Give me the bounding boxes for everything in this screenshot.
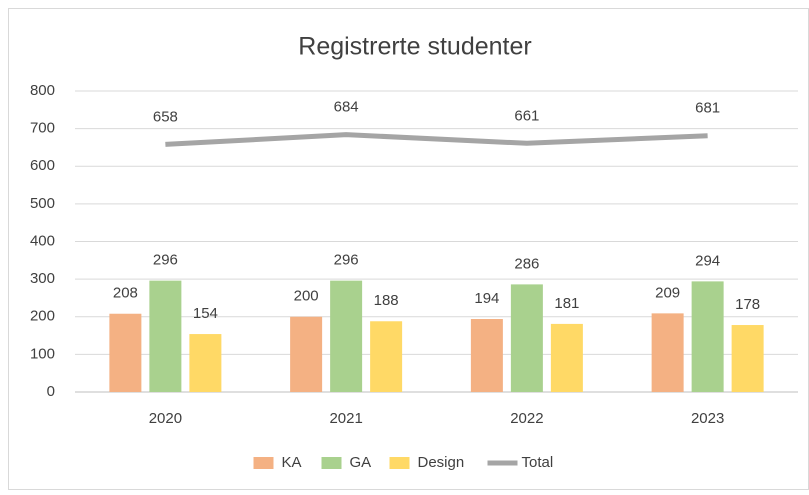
data-label: 661 bbox=[514, 107, 539, 124]
y-tick-label: 700 bbox=[30, 120, 55, 137]
data-label: 181 bbox=[554, 295, 579, 312]
legend-swatch bbox=[253, 457, 274, 469]
data-label: 296 bbox=[153, 252, 178, 269]
data-label: 194 bbox=[474, 290, 499, 307]
y-tick-label: 300 bbox=[30, 270, 55, 287]
legend-swatch bbox=[321, 457, 342, 469]
data-label: 209 bbox=[655, 284, 680, 301]
data-label: 208 bbox=[113, 285, 138, 302]
bar bbox=[550, 323, 583, 392]
x-tick-label: 2021 bbox=[329, 410, 362, 427]
legend-label: Design bbox=[418, 454, 465, 471]
data-label: 684 bbox=[334, 99, 359, 116]
bar bbox=[691, 281, 724, 392]
line bbox=[165, 132, 708, 147]
data-label: 178 bbox=[735, 296, 760, 313]
y-tick-label: 600 bbox=[30, 157, 55, 174]
bar bbox=[370, 321, 403, 392]
bar bbox=[109, 313, 142, 392]
y-tick-label: 800 bbox=[30, 82, 55, 99]
x-tick-label: 2023 bbox=[691, 410, 724, 427]
data-label: 286 bbox=[514, 255, 539, 272]
bar bbox=[651, 313, 684, 392]
bar bbox=[731, 325, 764, 392]
x-tick-label: 2020 bbox=[149, 410, 182, 427]
bar bbox=[149, 280, 182, 392]
data-label: 681 bbox=[695, 100, 720, 117]
legend-label: Total bbox=[522, 454, 554, 471]
bar bbox=[510, 284, 543, 392]
legend-swatch bbox=[389, 457, 410, 469]
legend-label: KA bbox=[282, 454, 302, 471]
data-label: 296 bbox=[334, 252, 359, 269]
bar bbox=[470, 319, 503, 392]
bar bbox=[189, 334, 222, 392]
data-label: 154 bbox=[193, 305, 218, 322]
data-label: 200 bbox=[294, 288, 319, 305]
data-label: 188 bbox=[374, 292, 399, 309]
y-tick-label: 400 bbox=[30, 232, 55, 249]
y-tick-label: 500 bbox=[30, 195, 55, 212]
legend-label: GA bbox=[350, 454, 372, 471]
y-tick-label: 0 bbox=[47, 383, 55, 400]
data-label: 658 bbox=[153, 108, 178, 125]
data-label: 294 bbox=[695, 252, 720, 269]
bar bbox=[290, 316, 323, 392]
y-tick-label: 200 bbox=[30, 308, 55, 325]
x-tick-label: 2022 bbox=[510, 410, 543, 427]
chart-border bbox=[8, 8, 809, 490]
chart-title: Registrerte studenter bbox=[298, 33, 531, 61]
bar bbox=[330, 280, 363, 392]
y-tick-label: 100 bbox=[30, 345, 55, 362]
